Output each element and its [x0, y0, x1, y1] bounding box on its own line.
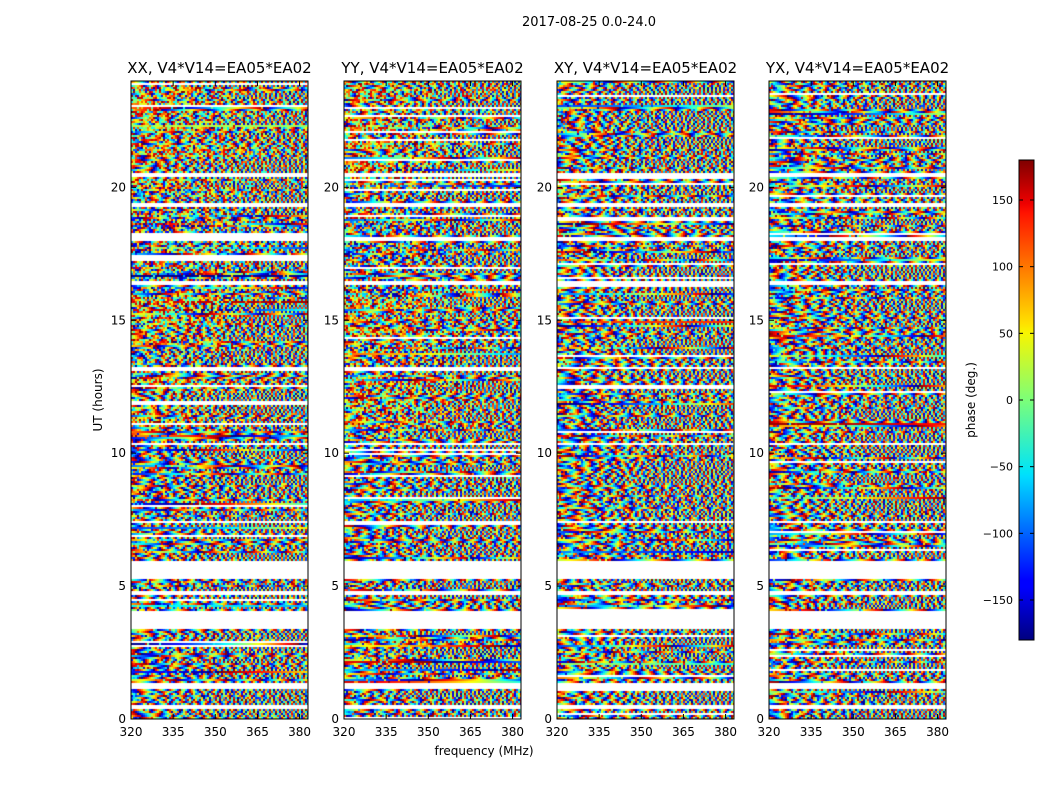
y-tick-label: 0 — [331, 712, 339, 726]
y-tick-label: 20 — [324, 180, 339, 194]
panel-3: XY, V4*V14=EA05*EA02 0 5 10 15 20 320 335 350 365… — [537, 59, 737, 739]
panel-4: YX, V4*V14=EA05*EA02 0 5 10 15 20 320 335 350 365… — [749, 59, 949, 739]
x-tick-label: 365 — [246, 725, 269, 739]
panel-2: YY, V4*V14=EA05*EA02 0 5 10 15 20 320 335 350 365… — [324, 59, 524, 739]
colorbar-ticks: 150 100 50 0 −50 −100 −150 — [983, 194, 1034, 607]
x-tick-label: 380 — [714, 725, 737, 739]
x-tick-label: 380 — [926, 725, 949, 739]
panel-title: XY, V4*V14=EA05*EA02 — [554, 59, 737, 77]
y-tick-label: 20 — [111, 180, 126, 194]
x-tick-label: 320 — [758, 725, 781, 739]
y-tick-label: 15 — [324, 313, 339, 327]
y-tick-label: 5 — [544, 579, 552, 593]
panel-frame — [130, 80, 309, 720]
y-tick-label: 15 — [111, 313, 126, 327]
colorbar-tick-label: 100 — [992, 261, 1013, 274]
x-tick-label: 320 — [333, 725, 356, 739]
colorbar-tick-label: −100 — [983, 527, 1013, 540]
colorbar-tick-label: −50 — [990, 461, 1013, 474]
panel-frame — [556, 80, 735, 720]
y-tick-label: 5 — [331, 579, 339, 593]
y-tick-label: 15 — [537, 313, 552, 327]
y-tick-label: 5 — [756, 579, 764, 593]
phase-heatmap — [344, 81, 521, 719]
x-tick-label: 365 — [459, 725, 482, 739]
x-tick-label: 350 — [417, 725, 440, 739]
x-tick-label: 350 — [630, 725, 653, 739]
x-tick-label: 335 — [800, 725, 823, 739]
colorbar-label: phase (deg.) — [964, 362, 978, 438]
panel-frame — [768, 80, 947, 720]
x-tick-label: 320 — [546, 725, 569, 739]
colorbar-tick-label: 150 — [992, 194, 1013, 207]
y-tick-label: 20 — [537, 180, 552, 194]
x-tick-label: 335 — [375, 725, 398, 739]
figure-title: 2017-08-25 0.0-24.0 — [522, 15, 656, 30]
x-tick-label: 365 — [884, 725, 907, 739]
x-axis-label: frequency (MHz) — [434, 744, 533, 758]
y-tick-label: 0 — [118, 712, 126, 726]
panel-title: YY, V4*V14=EA05*EA02 — [340, 59, 523, 77]
panel-title: XX, V4*V14=EA05*EA02 — [127, 59, 311, 77]
colorbar-tick-label: 50 — [999, 327, 1013, 340]
y-tick-label: 15 — [749, 313, 764, 327]
x-tick-label: 335 — [162, 725, 185, 739]
x-tick-label: 350 — [204, 725, 227, 739]
panels: XX, V4*V14=EA05*EA02 0 5 10 15 20 320 335 350 365… — [111, 59, 949, 739]
x-tick-label: 335 — [588, 725, 611, 739]
panel-title: YX, V4*V14=EA05*EA02 — [765, 59, 949, 77]
y-tick-label: 0 — [544, 712, 552, 726]
y-tick-label: 0 — [756, 712, 764, 726]
phase-heatmap — [769, 81, 946, 719]
y-axis-label: UT (hours) — [91, 368, 105, 431]
colorbar: 150 100 50 0 −50 −100 −150 phase (deg.) — [964, 159, 1035, 641]
x-tick-label: 320 — [120, 725, 143, 739]
colorbar-tick-label: 0 — [1006, 394, 1013, 407]
phase-heatmap — [557, 81, 734, 719]
y-tick-label: 10 — [111, 446, 126, 460]
colorbar-tick-label: −150 — [983, 594, 1013, 607]
panel-frame — [343, 80, 522, 720]
x-tick-label: 380 — [501, 725, 524, 739]
y-tick-label: 20 — [749, 180, 764, 194]
panel-1: XX, V4*V14=EA05*EA02 0 5 10 15 20 320 335 350 365… — [111, 59, 312, 739]
x-tick-label: 365 — [672, 725, 695, 739]
y-tick-label: 10 — [537, 446, 552, 460]
phase-heatmap — [131, 81, 308, 719]
y-tick-label: 10 — [324, 446, 339, 460]
x-tick-label: 350 — [842, 725, 865, 739]
x-tick-label: 380 — [288, 725, 311, 739]
y-tick-label: 5 — [118, 579, 126, 593]
y-tick-label: 10 — [749, 446, 764, 460]
